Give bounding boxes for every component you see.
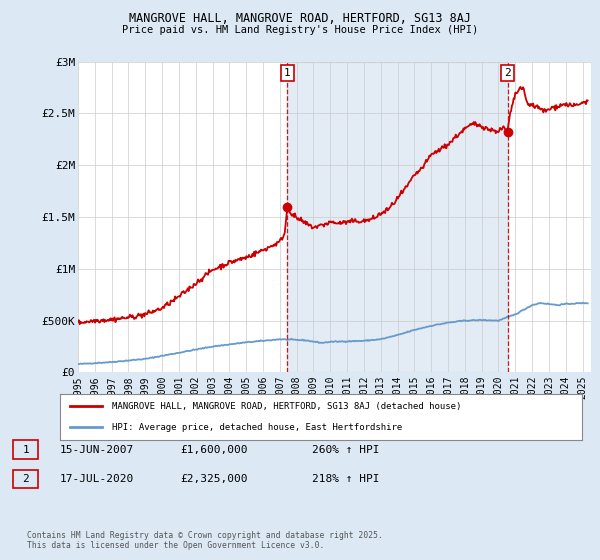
Text: £2,325,000: £2,325,000 (180, 474, 248, 484)
Bar (287, 62, 508, 372)
Text: 15-JUN-2007: 15-JUN-2007 (60, 445, 134, 455)
Text: 2: 2 (504, 68, 511, 78)
Text: 1: 1 (284, 68, 291, 78)
Text: 2: 2 (22, 474, 29, 484)
Text: Contains HM Land Registry data © Crown copyright and database right 2025.
This d: Contains HM Land Registry data © Crown c… (27, 530, 383, 550)
Text: HPI: Average price, detached house, East Hertfordshire: HPI: Average price, detached house, East… (112, 423, 403, 432)
Text: 1: 1 (22, 445, 29, 455)
Text: 260% ↑ HPI: 260% ↑ HPI (312, 445, 380, 455)
Text: MANGROVE HALL, MANGROVE ROAD, HERTFORD, SG13 8AJ (detached house): MANGROVE HALL, MANGROVE ROAD, HERTFORD, … (112, 402, 461, 410)
Text: £1,600,000: £1,600,000 (180, 445, 248, 455)
Text: 218% ↑ HPI: 218% ↑ HPI (312, 474, 380, 484)
Text: 17-JUL-2020: 17-JUL-2020 (60, 474, 134, 484)
Text: MANGROVE HALL, MANGROVE ROAD, HERTFORD, SG13 8AJ: MANGROVE HALL, MANGROVE ROAD, HERTFORD, … (129, 12, 471, 25)
Text: Price paid vs. HM Land Registry's House Price Index (HPI): Price paid vs. HM Land Registry's House … (122, 25, 478, 35)
